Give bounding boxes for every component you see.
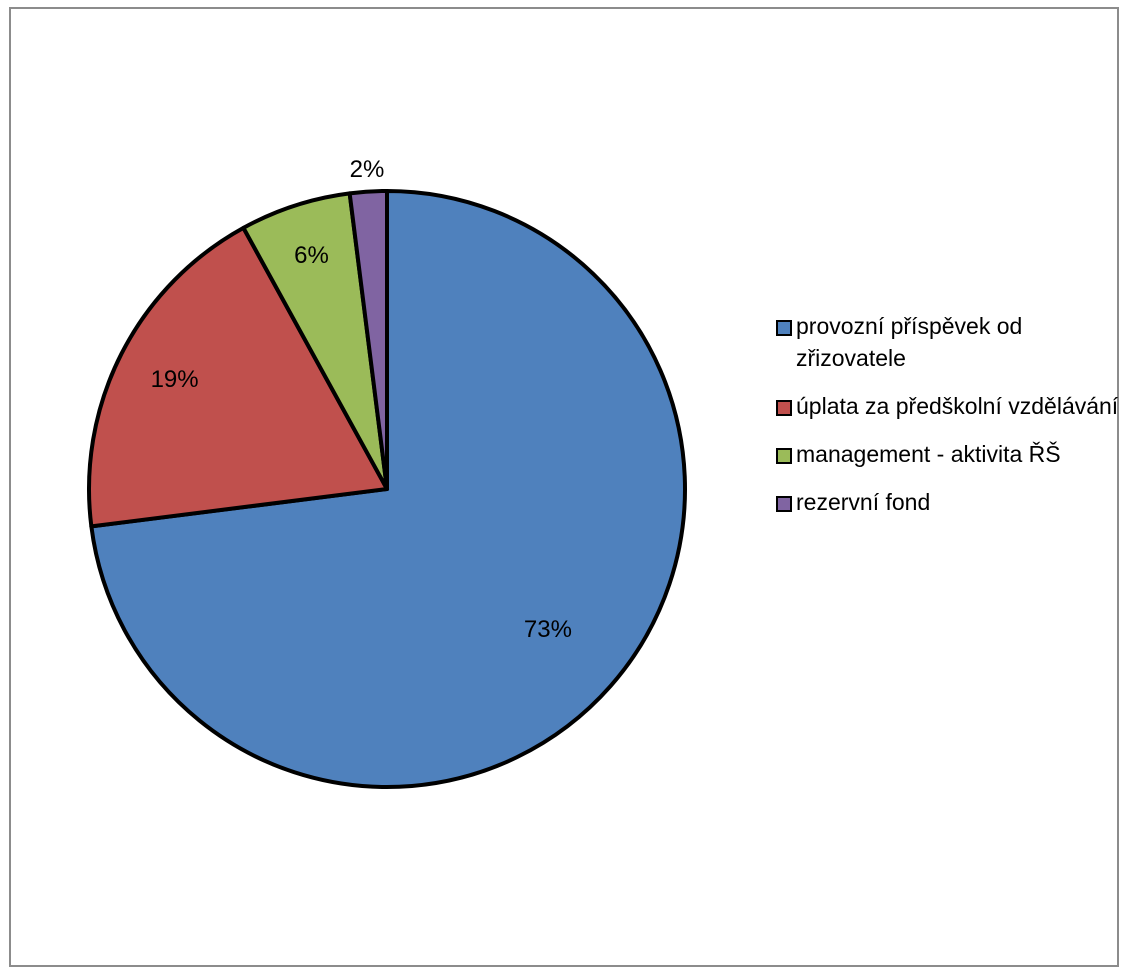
pie-slice-rezervni-fond (347, 189, 389, 491)
legend-label: provozní příspěvek od zřizovatele (796, 313, 1023, 371)
legend-label: rezervní fond (796, 489, 931, 515)
legend-label: úplata za předškolní vzdělávání (796, 393, 1119, 419)
pie-slices (87, 189, 687, 789)
data-label-management-aktivita-rs: 6% (294, 242, 329, 269)
data-label-uplata-za-predskolni-vzdelavani: 19% (151, 366, 199, 393)
data-label-provozni-prispevek-od-zrizovatele: 73% (524, 616, 572, 643)
legend-item-provozni-prispevek: provozní příspěvek od zřizovatele (776, 310, 1121, 374)
legend-swatch-blue (776, 320, 792, 336)
legend-item-rezervni-fond: rezervní fond (776, 486, 1121, 518)
data-label-rezervni-fond: 2% (350, 156, 385, 183)
legend-swatch-green (776, 448, 792, 464)
legend-item-management: management - aktivita ŘŠ (776, 438, 1121, 470)
pie-slice-uplata-za-predskolni-vzdelavani (87, 225, 389, 529)
pie-data-labels: 73% 19% 6% 2% (151, 156, 572, 643)
legend-label: management - aktivita ŘŠ (796, 441, 1061, 467)
legend: provozní příspěvek od zřizovatele úplata… (776, 310, 1121, 518)
legend-swatch-red (776, 400, 792, 416)
legend-item-uplata: úplata za předškolní vzdělávání (776, 390, 1121, 422)
legend-swatch-purple (776, 496, 792, 512)
